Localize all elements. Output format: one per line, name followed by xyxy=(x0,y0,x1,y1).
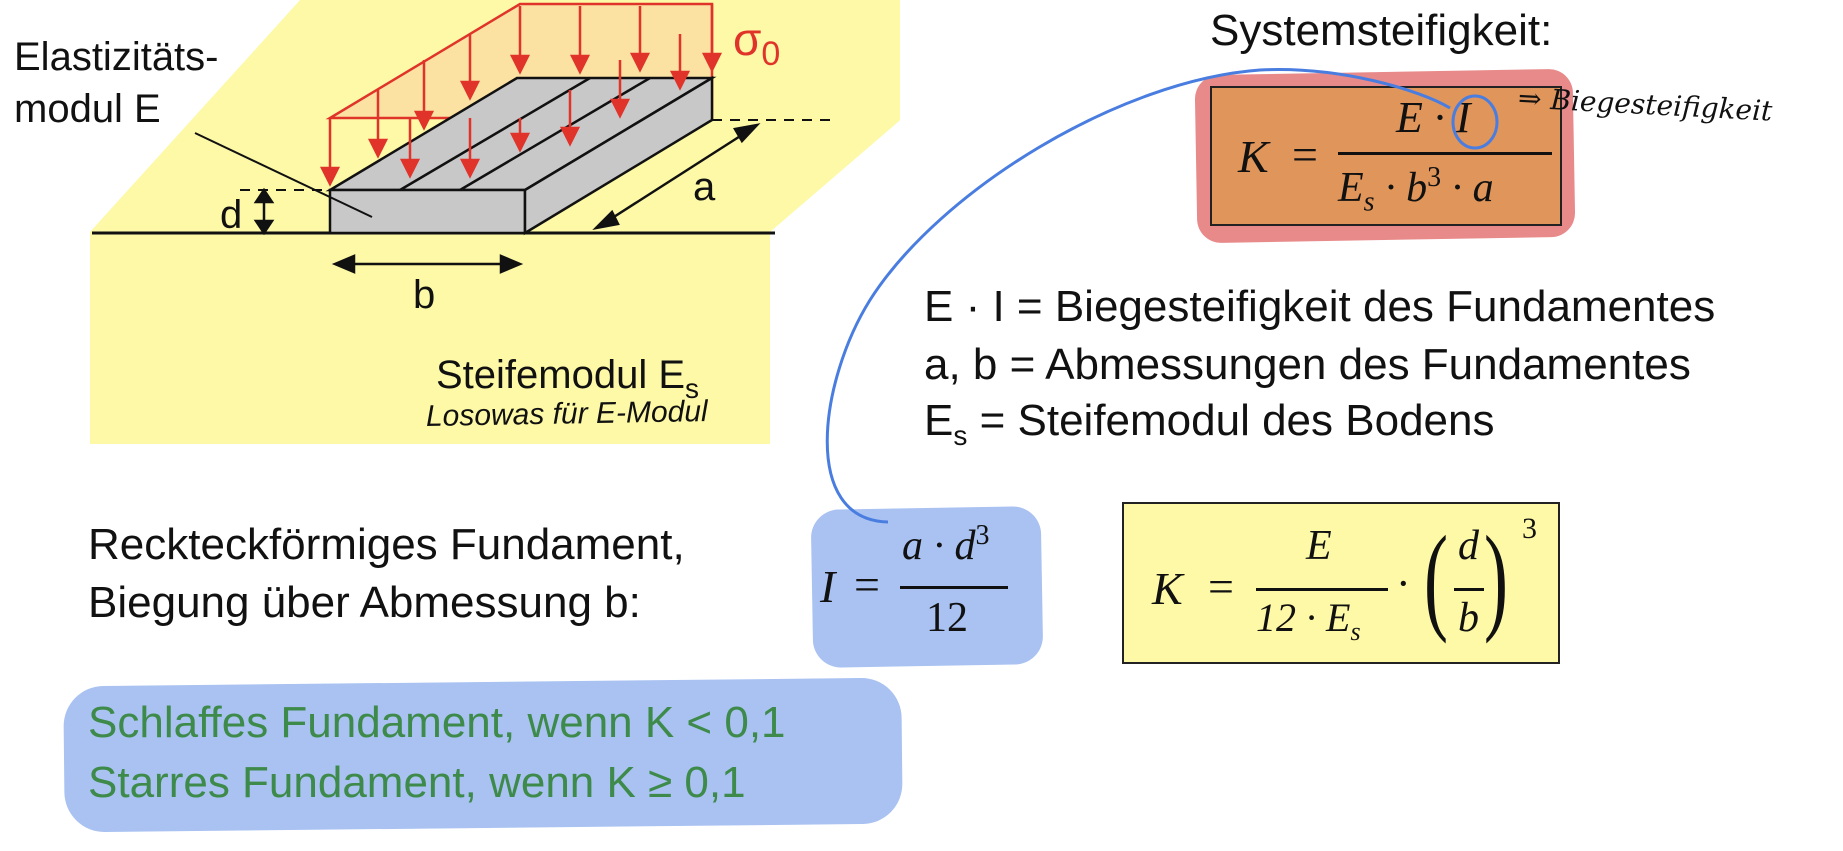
systemsteifigkeit-title: Systemsteifigkeit: xyxy=(1210,6,1553,55)
denominator-b: · b xyxy=(1374,165,1428,211)
k2-frac1-den: 12 · Es xyxy=(1256,594,1361,647)
k2-exponent: 3 xyxy=(1522,512,1537,545)
foundation-diagram: Elastizitäts- modul E σ0 d a b Steifemod… xyxy=(14,0,900,444)
criteria-line-2: Starres Fundament, wenn K ≥ 0,1 xyxy=(88,758,746,807)
elastic-pointer-line xyxy=(194,132,373,218)
k2-symbol: K xyxy=(1152,563,1183,614)
k2-frac1-num: E xyxy=(1306,523,1332,569)
definition-es-lhs: E xyxy=(924,396,954,445)
k2-eq: = xyxy=(1208,561,1234,612)
k2-frac2-num: d xyxy=(1458,523,1479,569)
criteria-line-1: Schlaffes Fundament, wenn K < 0,1 xyxy=(88,698,786,747)
k2-frac2-bar xyxy=(1454,588,1484,591)
inertia-num-text: a · d xyxy=(902,523,976,569)
label-a: a xyxy=(693,165,716,209)
label-elastic-1: Elastizitäts- xyxy=(14,35,219,79)
inertia-lhs: I xyxy=(820,561,836,612)
rectangular-line-1: Reckteckförmiges Fundament, xyxy=(88,520,685,569)
denominator-es: E xyxy=(1338,165,1364,211)
inertia-num-exp: 3 xyxy=(975,520,990,551)
definition-ab: a, b = Abmessungen des Fundamentes xyxy=(924,340,1691,389)
k2-right-paren: ) xyxy=(1483,511,1508,644)
k2-frac1-den-text: 12 · E xyxy=(1256,595,1351,640)
label-steifemodul: Steifemodul Es xyxy=(436,353,699,404)
inertia-fraction-bar xyxy=(900,586,1008,589)
rectangular-line-2: Biegung über Abmessung b: xyxy=(88,578,641,627)
denominator-a: · a xyxy=(1441,165,1494,211)
equals-sign: = xyxy=(1292,129,1318,180)
denominator-b-exp: 3 xyxy=(1427,162,1442,193)
inertia-denominator: 12 xyxy=(926,595,968,641)
label-b: b xyxy=(413,273,435,317)
k-formula-box-2: K = E 12 · Es · ( d b ) 3 xyxy=(1122,502,1560,664)
b-dimension-arrow xyxy=(331,254,524,274)
inertia-eq: = xyxy=(854,559,880,610)
handwritten-note-left: Losowas für E-Modul xyxy=(426,395,710,433)
inertia-numerator: a · d3 xyxy=(902,520,990,570)
inertia-formula: I = a · d3 12 xyxy=(816,516,1036,656)
load-arrows xyxy=(319,4,723,187)
k2-frac1-den-sub: s xyxy=(1350,617,1361,646)
definition-es-text: = Steifemodul des Bodens xyxy=(967,396,1495,445)
k-numerator: E · I xyxy=(1396,93,1471,142)
label-elastic-2: modul E xyxy=(14,87,161,131)
k-symbol: K xyxy=(1238,131,1269,182)
a-dimension-arrow xyxy=(592,123,761,230)
definition-ei: E · I = Biegesteifigkeit des Fundamentes xyxy=(924,282,1716,331)
definition-es-sub: s xyxy=(953,419,968,451)
systemsteifigkeit-formula-box: K = E · I Es · b3 · a xyxy=(1210,86,1562,226)
k2-left-paren: ( xyxy=(1423,511,1448,644)
definition-es: Es = Steifemodul des Bodens xyxy=(924,396,1494,452)
label-sigma: σ0 xyxy=(733,13,780,73)
k-denominator: Es · b3 · a xyxy=(1338,162,1494,218)
k2-frac1-bar xyxy=(1256,588,1388,591)
fraction-bar xyxy=(1338,152,1552,155)
k2-frac2-den: b xyxy=(1458,595,1479,641)
d-dimension-arrow xyxy=(253,187,275,236)
label-d: d xyxy=(220,193,242,237)
k2-dot: · xyxy=(1396,559,1411,608)
denominator-es-sub: s xyxy=(1363,186,1375,218)
